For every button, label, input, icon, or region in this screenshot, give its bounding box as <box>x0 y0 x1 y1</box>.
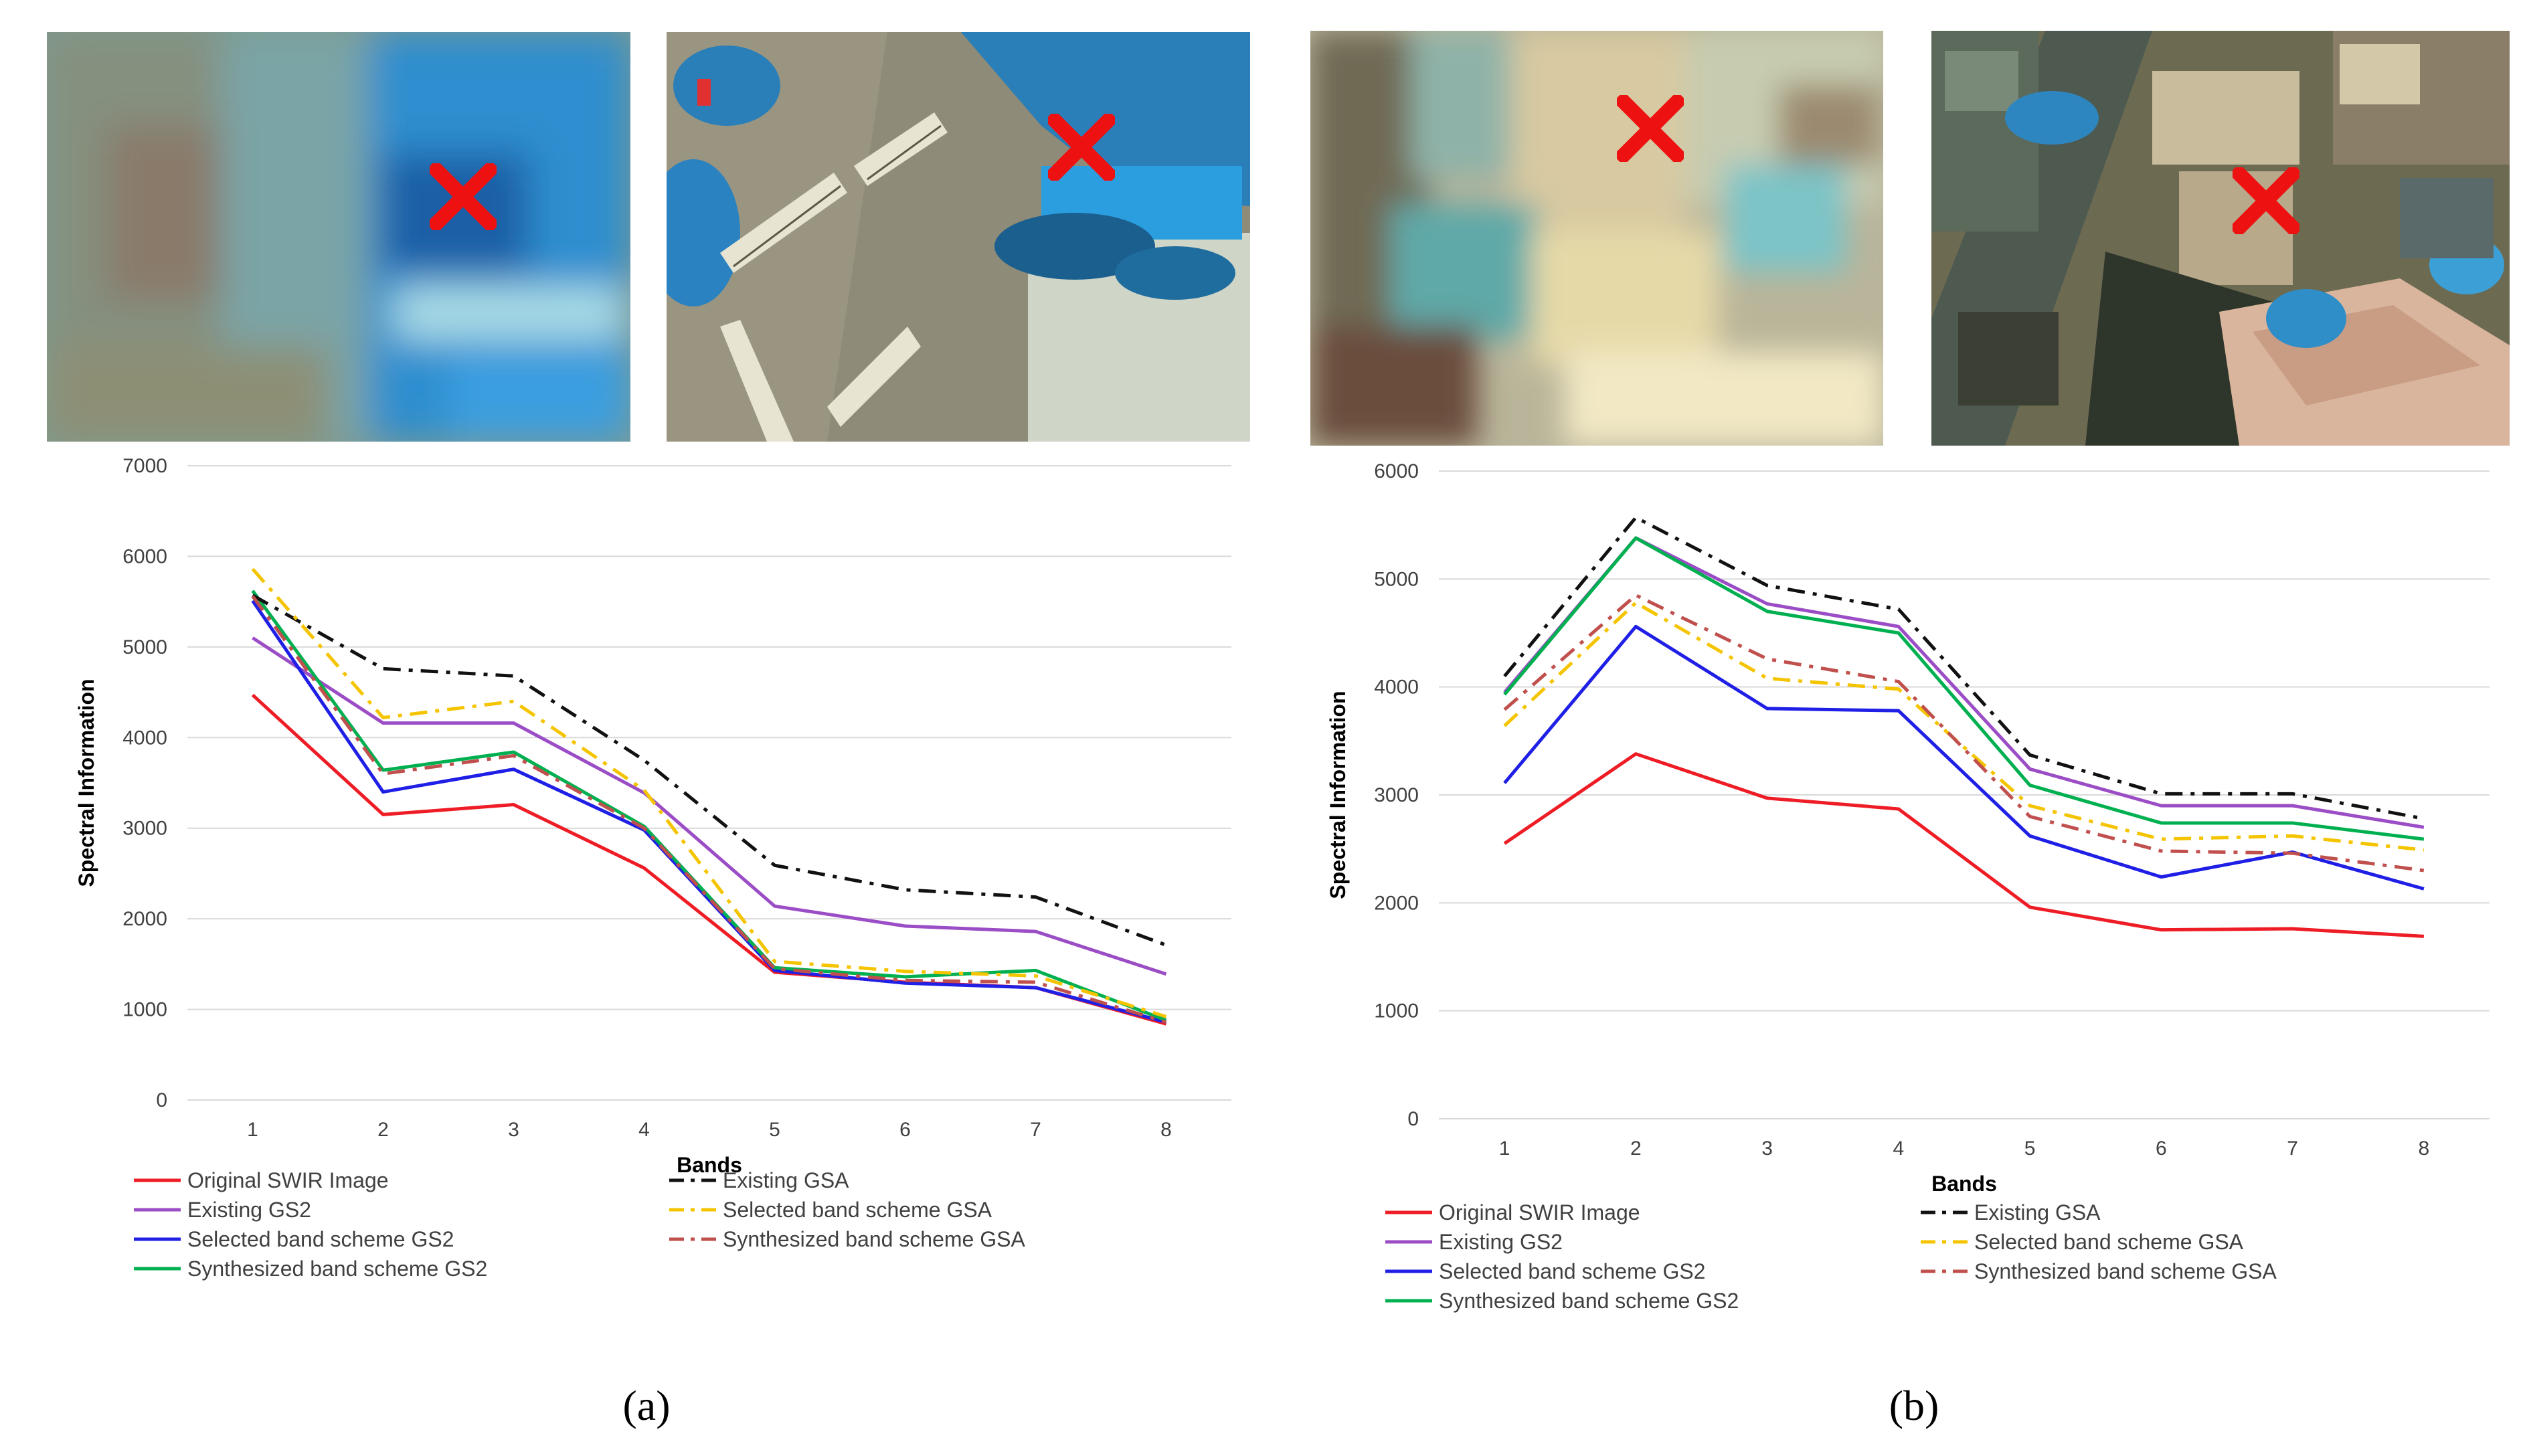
chart-b-series-line-3 <box>1503 624 2425 891</box>
chart-b-legend-label: Selected band scheme GS2 <box>1439 1259 1705 1283</box>
chart-a-legend-label: Selected band scheme GS2 <box>187 1227 454 1251</box>
chart-a-legend-label: Synthesized band scheme GS2 <box>187 1257 487 1281</box>
chart-a-series-line-4 <box>251 589 1167 1022</box>
red-x-marker <box>2233 167 2299 234</box>
chart-a-y-axis-title: Spectral Information <box>74 678 98 887</box>
chart-a-y-tick-label: 3000 <box>122 818 167 840</box>
chart-b-x-tick-label: 2 <box>1630 1138 1642 1160</box>
chart-a-x-tick-label: 5 <box>769 1119 780 1141</box>
chart-a-y-tick-label: 4000 <box>122 727 167 749</box>
chart-a-x-tick-label: 6 <box>899 1119 911 1141</box>
line-chart-a: 0 1000 2000 3000 4000 5000 6000 7000 1 2 3 4 5 6 7 8 Ban… <box>54 450 1258 1313</box>
chart-a-series-line-3 <box>251 600 1167 1024</box>
chart-b-y-tick-label: 0 <box>1407 1108 1419 1130</box>
chart-b-y-tick-label: 2000 <box>1374 892 1419 914</box>
panel-a-caption: (a) <box>622 1382 671 1429</box>
chart-a-x-tick-label: 4 <box>638 1119 650 1141</box>
chart-b-y-tick-label: 1000 <box>1374 1000 1419 1022</box>
panel-b-caption: (b) <box>1889 1382 1939 1429</box>
chart-b-x-tick-label: 6 <box>2156 1138 2167 1160</box>
chart-a-series-line-7 <box>251 595 1167 1024</box>
chart-a-y-tick-label: 5000 <box>122 636 167 658</box>
red-x-marker <box>1048 114 1115 181</box>
chart-b-x-tick-label: 4 <box>1893 1138 1905 1160</box>
panel-a-sharpened-thumbnail-crosswalk <box>667 32 1250 442</box>
chart-a-x-axis-title: Bands <box>677 1153 742 1177</box>
chart-b-series-line-1 <box>1503 752 2425 938</box>
chart-b-x-axis-title: Bands <box>1931 1172 1997 1196</box>
line-chart-b-svg: 0 1000 2000 3000 4000 5000 6000 1 2 3 4 5 6 7 8 Bands Sp… <box>1326 460 2490 1313</box>
chart-a-legend-label: Existing GS2 <box>187 1198 311 1222</box>
chart-a-y-tick-label: 7000 <box>122 455 167 477</box>
chart-a-x-tick-label: 8 <box>1160 1119 1172 1141</box>
chart-b-legend-label: Synthesized band scheme GSA <box>1974 1259 2277 1283</box>
chart-b-x-tick-label: 7 <box>2287 1138 2298 1160</box>
chart-a-x-tick-label: 2 <box>377 1119 389 1141</box>
chart-b-y-axis-title: Spectral Information <box>1326 691 1350 899</box>
line-chart-b: 0 1000 2000 3000 4000 5000 6000 1 2 3 4 5 6 7 8 Bands Sp… <box>1312 450 2516 1333</box>
chart-b-legend-label: Selected band scheme GSA <box>1974 1230 2244 1254</box>
chart-a-series-line-6 <box>251 567 1167 1018</box>
chart-b-y-tick-label: 6000 <box>1374 460 1419 482</box>
chart-a-series-line-1 <box>251 693 1167 1026</box>
chart-b-series-line-2 <box>1503 536 2425 829</box>
chart-b-series-line-7 <box>1503 594 2425 873</box>
chart-b-x-tick-label: 1 <box>1499 1138 1510 1160</box>
chart-a-legend-label: Original SWIR Image <box>187 1168 389 1192</box>
chart-a-x-tick-label: 3 <box>508 1119 519 1141</box>
chart-a-legend-label: Synthesized band scheme GSA <box>723 1227 1025 1251</box>
chart-b-y-tick-label: 4000 <box>1374 676 1419 699</box>
chart-a-y-tick-label: 2000 <box>122 908 167 930</box>
chart-b-series-line-5 <box>1503 515 2425 820</box>
chart-a-x-tick-label: 1 <box>247 1119 258 1141</box>
panel-b-sharpened-thumbnail-buildings <box>1931 31 2510 446</box>
chart-b-series-line-4 <box>1503 536 2425 841</box>
chart-b-x-tick-label: 3 <box>1761 1138 1773 1160</box>
chart-b-legend-label: Existing GS2 <box>1439 1230 1563 1254</box>
red-x-marker <box>430 163 497 230</box>
chart-a-series-line-2 <box>252 636 1167 976</box>
red-x-marker <box>1617 95 1684 162</box>
chart-a-legend-label: Existing GSA <box>723 1168 849 1192</box>
chart-a-y-tick-label: 0 <box>156 1089 167 1111</box>
chart-b-y-tick-label: 5000 <box>1374 568 1419 590</box>
line-chart-a-svg: 0 1000 2000 3000 4000 5000 6000 7000 1 2 3 4 5 6 7 8 Ban… <box>74 455 1231 1281</box>
panel-b-blurred-swir-thumbnail <box>1310 31 1883 446</box>
panel-a-blurred-swir-thumbnail <box>47 32 630 442</box>
chart-a-y-tick-label: 6000 <box>122 545 167 567</box>
chart-b-y-tick-label: 3000 <box>1374 784 1419 806</box>
chart-b-legend-label: Original SWIR Image <box>1439 1200 1640 1224</box>
chart-a-y-tick-label: 1000 <box>122 999 167 1021</box>
chart-a-x-tick-label: 7 <box>1030 1119 1041 1141</box>
chart-a-legend-label: Selected band scheme GSA <box>723 1198 992 1222</box>
chart-b-legend-label: Synthesized band scheme GS2 <box>1439 1289 1739 1313</box>
chart-b-legend-label: Existing GSA <box>1974 1200 2101 1224</box>
chart-b-series-line-6 <box>1503 601 2425 852</box>
chart-b-x-tick-label: 5 <box>2024 1138 2036 1160</box>
chart-b-x-tick-label: 8 <box>2419 1138 2430 1160</box>
